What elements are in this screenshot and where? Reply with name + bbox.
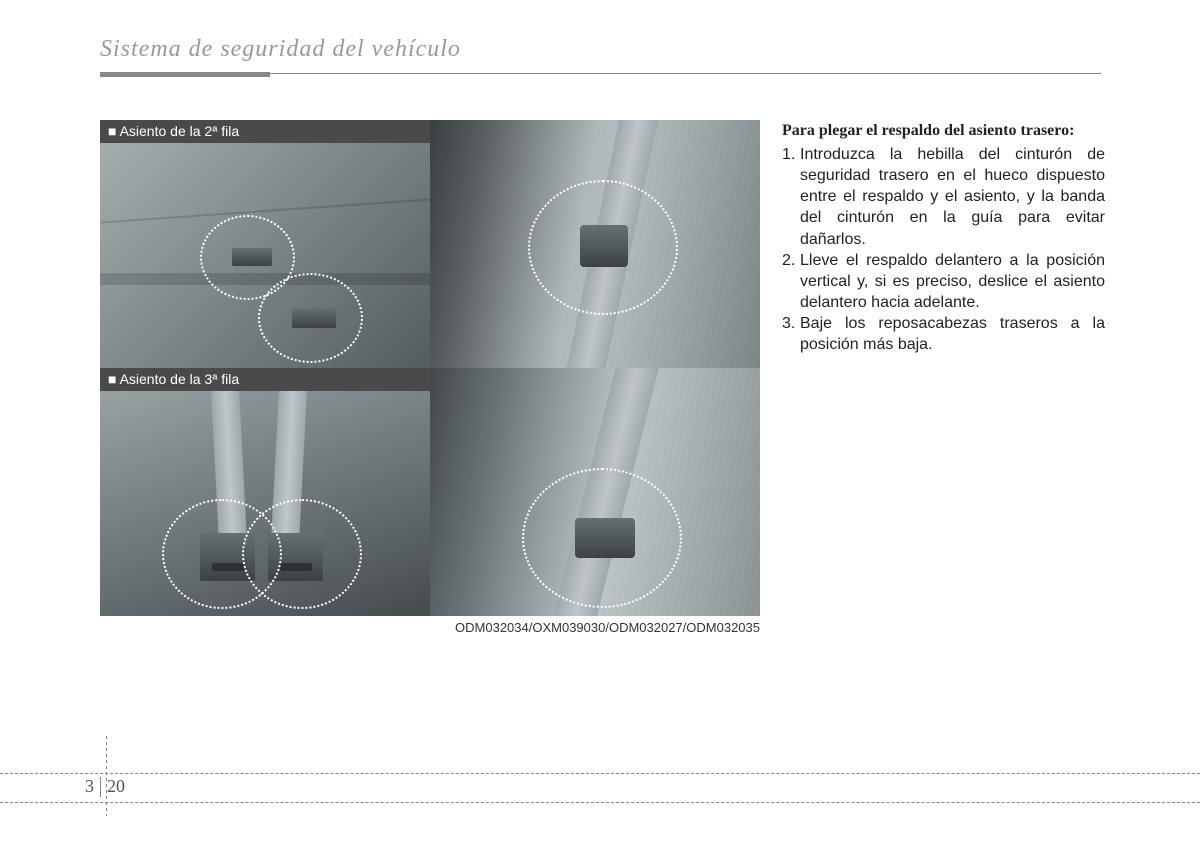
figure-block: ■ Asiento de la 2ª fila ■ Asiento de la … [100,120,760,635]
figure-label-row2: ■ Asiento de la 2ª fila [100,120,430,143]
header-rule [100,63,1105,81]
instruction-text: Introduzca la hebilla del cinturón de se… [800,146,1105,247]
figure-grid: ■ Asiento de la 2ª fila ■ Asiento de la … [100,120,760,616]
instruction-step: 3.Baje los reposacabezas traseros a la p… [782,313,1105,355]
instructions-heading: Para plegar el respaldo del asiento tras… [782,120,1105,141]
figure-label-row3: ■ Asiento de la 3ª fila [100,368,430,391]
figure-seat-row3-buckle [100,391,430,616]
section-title: Sistema de seguridad del vehículo [100,36,1105,63]
figure-seat-row3-guide [430,368,760,616]
instructions-column: Para plegar el respaldo del asiento tras… [782,120,1105,635]
instruction-step: 1.Introduzca la hebilla del cinturón de … [782,144,1105,250]
instructions-list: 1.Introduzca la hebilla del cinturón de … [782,144,1105,355]
instruction-text: Lleve el respaldo delantero a la posició… [800,252,1105,311]
figure-seat-row2-guide [430,120,760,368]
instruction-text: Baje los reposacabezas traseros a la pos… [800,315,1105,353]
page-header: Sistema de seguridad del vehículo [100,36,1105,81]
figure-caption: ODM032034/OXM039030/ODM032027/ODM032035 [100,620,760,635]
chapter-number: 3 [85,776,94,797]
content-row: ■ Asiento de la 2ª fila ■ Asiento de la … [100,120,1105,635]
page-number: 3 20 [85,776,125,797]
page-in-chapter: 20 [107,776,125,797]
instruction-step: 2.Lleve el respaldo delantero a la posic… [782,250,1105,313]
page-footer: 3 20 [0,773,1200,803]
figure-seat-row2-buckle [100,143,430,368]
